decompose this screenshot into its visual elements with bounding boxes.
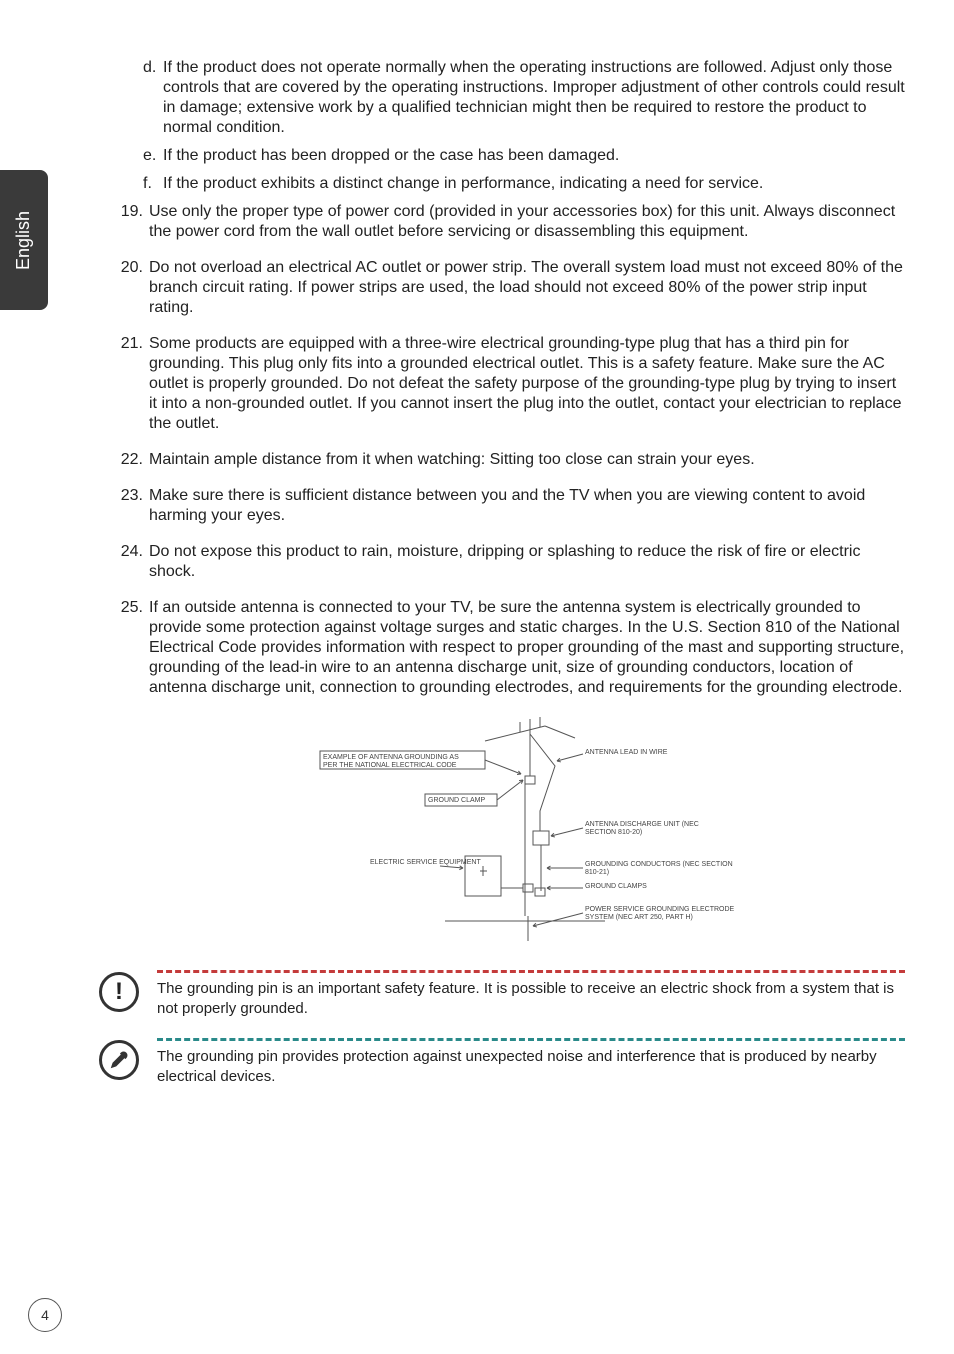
list-item-text: Make sure there is sufficient distance b… <box>149 486 905 526</box>
sub-list-container: d.If the product does not operate normal… <box>115 58 905 194</box>
sub-item-text: If the product exhibits a distinct chang… <box>163 174 905 194</box>
sub-list-item: d.If the product does not operate normal… <box>143 58 905 138</box>
callout: The grounding pin provides protection ag… <box>99 1038 905 1086</box>
sub-list-item: e.If the product has been dropped or the… <box>143 146 905 166</box>
callout: ! The grounding pin is an important safet… <box>99 970 905 1018</box>
svg-text:EXAMPLE OF ANTENNA GROUNDING A: EXAMPLE OF ANTENNA GROUNDING ASPER THE N… <box>323 754 459 769</box>
list-item-number: 19. <box>115 202 149 242</box>
sub-list-item: f.If the product exhibits a distinct cha… <box>143 174 905 194</box>
list-item-number: 24. <box>115 542 149 582</box>
list-item: 20.Do not overload an electrical AC outl… <box>115 258 905 318</box>
sub-item-text: If the product does not operate normally… <box>163 58 905 138</box>
list-item: 25.If an outside antenna is connected to… <box>115 598 905 698</box>
list-item: 21.Some products are equipped with a thr… <box>115 334 905 434</box>
svg-text:ELECTRIC SERVICE EQUIPMENT: ELECTRIC SERVICE EQUIPMENT <box>370 859 481 866</box>
callout-text: The grounding pin is an important safety… <box>157 979 905 1018</box>
main-content: d.If the product does not operate normal… <box>115 58 905 1106</box>
callout-divider <box>157 1038 905 1041</box>
list-item: 22.Maintain ample distance from it when … <box>115 450 905 470</box>
list-item: 23.Make sure there is sufficient distanc… <box>115 486 905 526</box>
callouts-container: !The grounding pin is an important safet… <box>115 970 905 1086</box>
list-item-text: Use only the proper type of power cord (… <box>149 202 905 242</box>
list-item-number: 23. <box>115 486 149 526</box>
numbered-list-container: 19.Use only the proper type of power cor… <box>115 202 905 698</box>
list-item-text: Do not expose this product to rain, mois… <box>149 542 905 582</box>
page-number: 4 <box>28 1298 62 1332</box>
language-tab-label: English <box>14 210 35 269</box>
grounding-diagram: EXAMPLE OF ANTENNA GROUNDING ASPER THE N… <box>265 716 755 946</box>
callout-body: The grounding pin provides protection ag… <box>157 1038 905 1086</box>
sub-item-letter: e. <box>143 146 163 166</box>
list-item: 24.Do not expose this product to rain, m… <box>115 542 905 582</box>
callout-body: The grounding pin is an important safety… <box>157 970 905 1018</box>
list-item-number: 20. <box>115 258 149 318</box>
svg-text:POWER SERVICE GROUNDING ELECTR: POWER SERVICE GROUNDING ELECTRODESYSTEM … <box>585 906 735 921</box>
list-item-text: Maintain ample distance from it when wat… <box>149 450 905 470</box>
svg-text:GROUND CLAMP: GROUND CLAMP <box>428 797 486 804</box>
sub-item-text: If the product has been dropped or the c… <box>163 146 905 166</box>
list-item: 19.Use only the proper type of power cor… <box>115 202 905 242</box>
svg-text:ANTENNA DISCHARGE UNIT (NECSEC: ANTENNA DISCHARGE UNIT (NECSECTION 810-2… <box>585 821 699 836</box>
sub-item-letter: f. <box>143 174 163 194</box>
list-item-number: 22. <box>115 450 149 470</box>
language-tab: English <box>0 170 48 310</box>
callout-divider <box>157 970 905 973</box>
svg-text:ANTENNA LEAD IN WIRE: ANTENNA LEAD IN WIRE <box>585 749 668 756</box>
list-item-text: Do not overload an electrical AC outlet … <box>149 258 905 318</box>
warning-icon: ! <box>99 972 139 1012</box>
list-item-text: If an outside antenna is connected to yo… <box>149 598 905 698</box>
callout-text: The grounding pin provides protection ag… <box>157 1047 905 1086</box>
svg-text:GROUND CLAMPS: GROUND CLAMPS <box>585 883 647 890</box>
list-item-number: 21. <box>115 334 149 434</box>
sub-item-letter: d. <box>143 58 163 138</box>
pin-icon <box>99 1040 139 1080</box>
list-item-number: 25. <box>115 598 149 698</box>
list-item-text: Some products are equipped with a three-… <box>149 334 905 434</box>
svg-text:GROUNDING CONDUCTORS (NEC SECT: GROUNDING CONDUCTORS (NEC SECTION810-21) <box>585 861 733 876</box>
